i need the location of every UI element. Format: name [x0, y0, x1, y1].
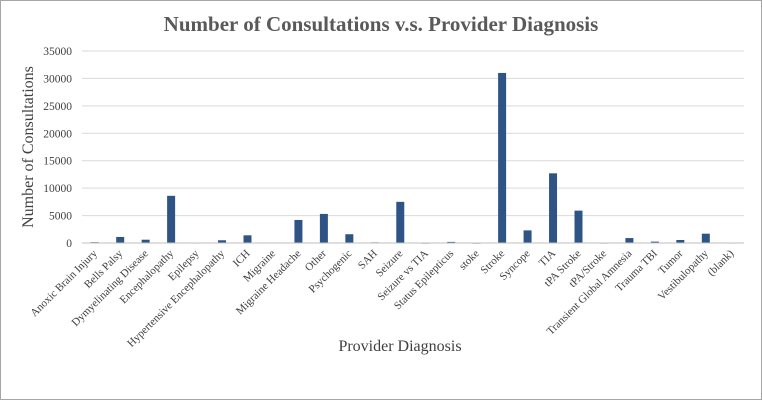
bar	[243, 235, 252, 243]
bar	[294, 219, 303, 243]
bar	[319, 213, 328, 243]
x-axis-title: Provider Diagnosis	[338, 338, 461, 355]
y-tick-label: 0	[66, 238, 72, 250]
bar	[141, 239, 150, 243]
bar	[345, 234, 354, 243]
y-tick-label: 15000	[43, 156, 72, 168]
chart-title: Number of Consultations v.s. Provider Di…	[164, 12, 599, 36]
y-tick-label: 20000	[43, 128, 72, 140]
bar	[650, 241, 659, 243]
bar	[116, 236, 125, 243]
bar	[396, 201, 405, 243]
y-tick-label: 25000	[43, 101, 72, 113]
y-tick-label: 30000	[43, 73, 72, 85]
bar	[447, 241, 456, 243]
bar	[676, 239, 685, 243]
x-tick-label: (blank)	[705, 247, 736, 278]
x-tick-label: ICH	[231, 248, 253, 270]
bars	[90, 72, 736, 244]
gridlines	[82, 50, 744, 217]
bar	[218, 240, 227, 243]
bar	[549, 173, 558, 243]
bar	[574, 210, 583, 243]
bar	[167, 195, 176, 243]
bar	[498, 72, 507, 243]
y-axis-title: Number of Consultations	[20, 66, 37, 228]
bar	[625, 238, 634, 243]
y-tick-label: 35000	[43, 46, 72, 58]
y-tick-label: 10000	[43, 183, 72, 195]
y-axis-ticks: 0 5000 10000 15000 20000 25000 30000 35000	[43, 46, 72, 250]
bar	[523, 230, 532, 243]
x-tick-label: TIA	[537, 248, 558, 269]
y-tick-label: 5000	[49, 211, 72, 223]
bar	[701, 233, 710, 243]
